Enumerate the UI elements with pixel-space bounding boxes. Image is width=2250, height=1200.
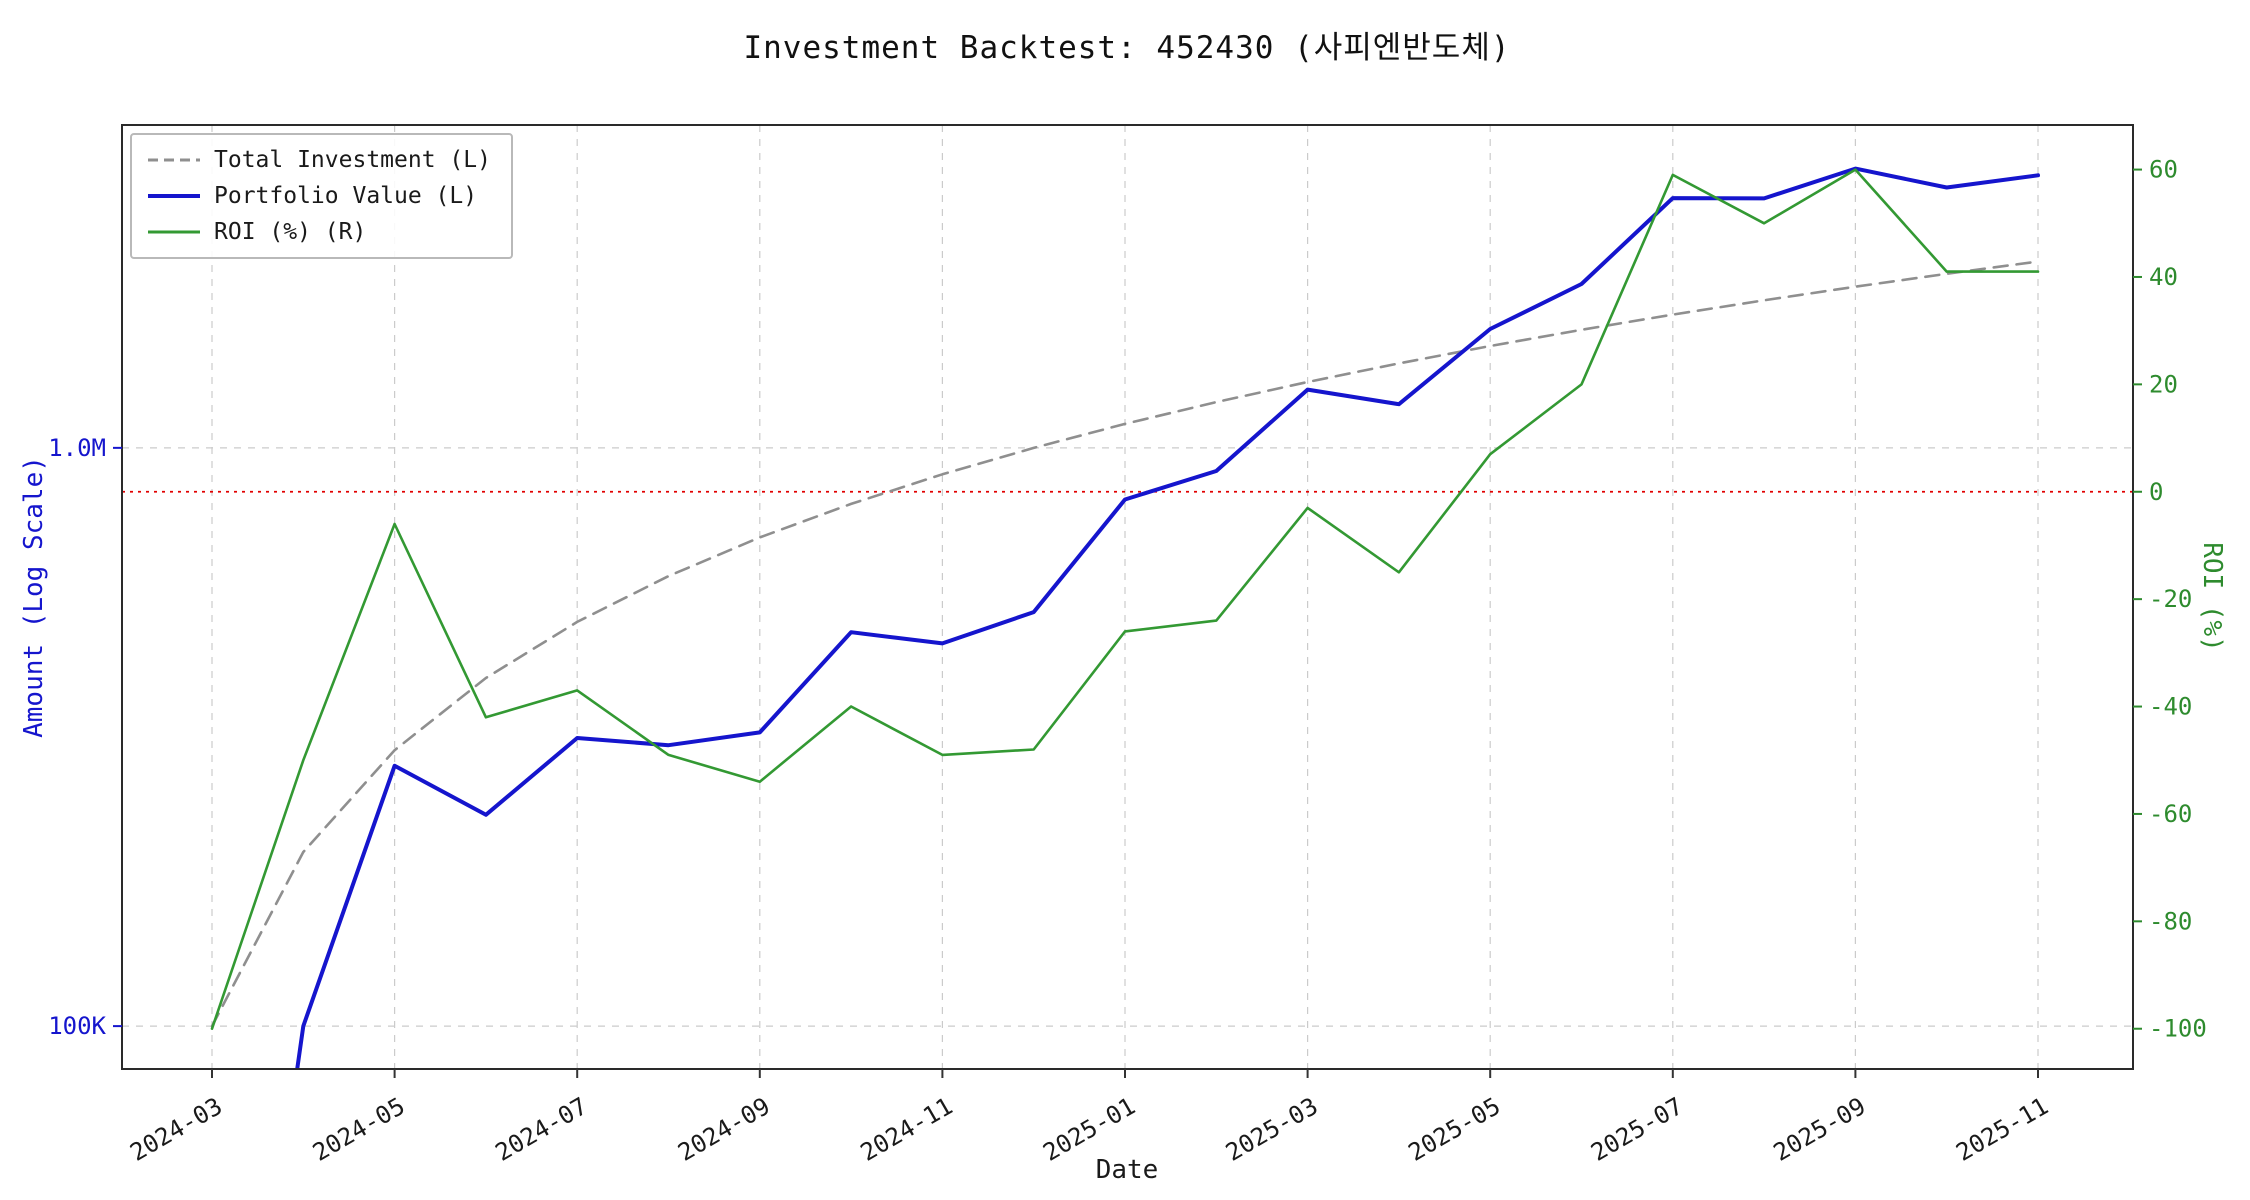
x-tick-label: 2024-11: [856, 1092, 958, 1167]
legend-item-2: ROI (%) (R): [148, 219, 491, 245]
series-group: [210, 166, 2040, 1069]
legend: Total Investment (L) Portfolio Value (L) R…: [130, 133, 513, 259]
plot-border: [121, 124, 2134, 1070]
y-right-tick-label: -80: [2149, 907, 2192, 935]
legend-item-0: Total Investment (L): [148, 147, 491, 173]
x-tick-label: 2024-09: [673, 1092, 775, 1167]
y-left-tick-label: 100K: [48, 1012, 106, 1040]
x-tick-label: 2024-07: [491, 1092, 593, 1167]
series-line-roi-r-: [210, 168, 2040, 1030]
series-line-portfolio-value-l-: [295, 166, 2040, 1069]
legend-label: ROI (%) (R): [214, 219, 367, 245]
legend-label: Portfolio Value (L): [214, 183, 478, 209]
y-right-tick-label: -20: [2149, 585, 2192, 613]
x-tick-label: 2025-09: [1769, 1092, 1871, 1167]
y-right-tick-label: -60: [2149, 800, 2192, 828]
x-tick-label: 2025-07: [1586, 1092, 1688, 1167]
grid: [122, 125, 2133, 1069]
y-right-tick-label: 20: [2149, 370, 2178, 398]
legend-line-sample: [148, 194, 200, 198]
x-tick-label: 2025-03: [1221, 1092, 1323, 1167]
x-tick-label: 2025-05: [1404, 1092, 1506, 1167]
y-right-tick-label: -100: [2149, 1015, 2207, 1043]
x-tick-label: 2024-03: [125, 1092, 227, 1167]
y-right-tick-labels: 60 40 20 0 -20 -40 -60 -80 -100: [2133, 156, 2207, 1043]
y-axis-right-label: ROI (%): [2197, 542, 2227, 652]
y-right-tick-label: 0: [2149, 478, 2163, 506]
x-axis-label: Date: [1095, 1155, 1159, 1185]
y-left-tick-label: 1.0M: [48, 434, 106, 462]
legend-line-sample: [148, 230, 200, 234]
series-line-total-investment-l-: [210, 260, 2040, 1028]
y-axis-left-label: Amount (Log Scale): [19, 456, 49, 738]
x-tick-label: 2024-05: [308, 1092, 410, 1167]
x-tick-labels: 2024-03 2024-05 2024-07 2024-09 2024-11 2025-…: [125, 1069, 2053, 1167]
legend-label: Total Investment (L): [214, 147, 491, 173]
y-right-tick-label: -40: [2149, 693, 2192, 721]
chart-title: Investment Backtest: 452430 (사피엔반도체): [743, 30, 1511, 66]
legend-item-1: Portfolio Value (L): [148, 183, 491, 209]
legend-line-sample: [148, 158, 200, 162]
x-tick-label: 2025-11: [1951, 1092, 2053, 1167]
y-right-tick-label: 40: [2149, 263, 2178, 291]
y-left-tick-labels: 1.0M 100K: [48, 434, 122, 1040]
y-right-tick-label: 60: [2149, 156, 2178, 184]
